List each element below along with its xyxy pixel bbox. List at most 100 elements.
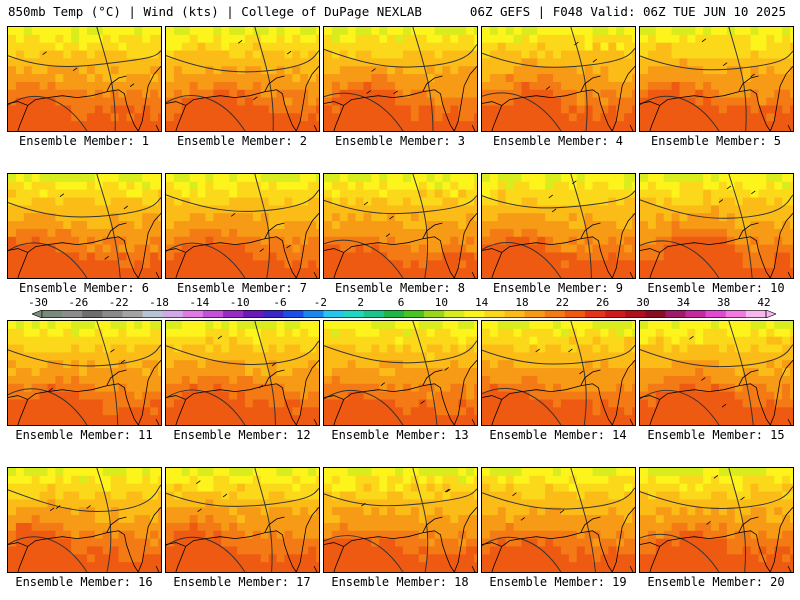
colorbar-tick-label: 42 xyxy=(757,296,771,309)
colorbar-tick-label: 26 xyxy=(596,296,610,309)
ensemble-member-label: Ensemble Member: 5 xyxy=(650,134,782,148)
ensemble-member-map xyxy=(7,467,162,573)
ensemble-member-label: Ensemble Member: 10 xyxy=(647,281,785,295)
colorbar-swatch xyxy=(243,310,264,318)
temperature-colorbar xyxy=(32,310,776,318)
colorbar-tick-label: -2 xyxy=(313,296,327,309)
colorbar-swatch xyxy=(62,310,83,318)
run-info: 06Z GEFS | F048 Valid: 06Z TUE JUN 10 20… xyxy=(469,4,786,19)
colorbar-swatch xyxy=(404,310,425,318)
ensemble-member-map xyxy=(639,173,794,279)
ensemble-member-label: Ensemble Member: 18 xyxy=(331,575,469,589)
colorbar-swatch xyxy=(122,310,143,318)
ensemble-member-map xyxy=(165,26,320,132)
ensemble-member-label: Ensemble Member: 20 xyxy=(647,575,785,589)
colorbar-swatch xyxy=(162,310,184,318)
colorbar-tick-label: -10 xyxy=(229,296,250,309)
ensemble-member-map xyxy=(165,467,320,573)
colorbar-tick-label: 18 xyxy=(515,296,529,309)
ensemble-member-map xyxy=(639,26,794,132)
ensemble-member-label: Ensemble Member: 14 xyxy=(489,428,627,442)
colorbar-swatch xyxy=(725,310,747,318)
colorbar-swatch xyxy=(42,310,63,318)
colorbar-tick-label: 2 xyxy=(357,296,364,309)
ensemble-member-label: Ensemble Member: 9 xyxy=(492,281,624,295)
ensemble-member-map xyxy=(323,467,478,573)
ensemble-member-map xyxy=(481,26,636,132)
ensemble-member-map xyxy=(323,320,478,426)
colorbar-tick-label: 22 xyxy=(555,296,569,309)
colorbar-swatch xyxy=(142,310,163,318)
ensemble-member-label: Ensemble Member: 12 xyxy=(173,428,311,442)
colorbar-swatch xyxy=(102,310,123,318)
colorbar-tick-label: 34 xyxy=(676,296,690,309)
colorbar-tick-label: 30 xyxy=(636,296,650,309)
colorbar-swatch xyxy=(504,310,525,318)
ensemble-member-label: Ensemble Member: 15 xyxy=(647,428,785,442)
colorbar-right-arrow xyxy=(765,310,776,318)
colorbar-swatch xyxy=(82,310,103,318)
colorbar-tick-label: 14 xyxy=(475,296,489,309)
colorbar-swatch xyxy=(283,310,304,318)
ensemble-member-label: Ensemble Member: 6 xyxy=(18,281,150,295)
ensemble-member-label: Ensemble Member: 16 xyxy=(15,575,153,589)
ensemble-member-label: Ensemble Member: 1 xyxy=(18,134,150,148)
colorbar-tick-label: -6 xyxy=(273,296,287,309)
ensemble-member-map xyxy=(481,467,636,573)
colorbar-swatch xyxy=(705,310,727,318)
colorbar-swatch xyxy=(745,310,767,318)
colorbar-swatch xyxy=(424,310,445,318)
ensemble-member-label: Ensemble Member: 17 xyxy=(173,575,311,589)
ensemble-member-map xyxy=(165,320,320,426)
ensemble-member-map xyxy=(639,467,794,573)
colorbar-tick-label: 38 xyxy=(717,296,731,309)
colorbar-swatch xyxy=(625,310,646,318)
colorbar-swatch xyxy=(363,310,385,318)
ensemble-member-map xyxy=(323,173,478,279)
colorbar-swatch xyxy=(182,310,204,318)
ensemble-member-map xyxy=(323,26,478,132)
colorbar-left-arrow xyxy=(32,310,43,318)
colorbar-swatch xyxy=(484,310,505,318)
ensemble-member-map xyxy=(7,320,162,426)
colorbar-tick-label: -22 xyxy=(108,296,129,309)
colorbar-tick-label: -18 xyxy=(149,296,169,309)
colorbar-swatch xyxy=(223,310,244,318)
colorbar-tick-labels: -30 -26 -22 -18 -14 -10 -6 -2 2 6 10 14 18 22 26 30 34 38… xyxy=(0,296,800,309)
colorbar-swatch xyxy=(383,310,405,318)
ensemble-member-map xyxy=(165,173,320,279)
colorbar-swatch xyxy=(343,310,365,318)
ensemble-member-map xyxy=(481,173,636,279)
colorbar-swatch xyxy=(544,310,566,318)
ensemble-member-label: Ensemble Member: 7 xyxy=(176,281,308,295)
colorbar-swatch xyxy=(524,310,546,318)
colorbar-swatch xyxy=(263,310,284,318)
colorbar-swatch xyxy=(464,310,485,318)
colorbar-swatch xyxy=(665,310,686,318)
colorbar-tick-label: -30 xyxy=(28,296,48,309)
colorbar-swatch xyxy=(585,310,606,318)
colorbar-swatch xyxy=(202,310,224,318)
ensemble-member-label: Ensemble Member: 13 xyxy=(331,428,469,442)
colorbar-swatch xyxy=(303,310,324,318)
map-title: 850mb Temp (°C) | Wind (kts) | College o… xyxy=(8,4,422,19)
colorbar-tick-label: -14 xyxy=(189,296,210,309)
ensemble-member-map xyxy=(7,173,162,279)
ensemble-member-label: Ensemble Member: 2 xyxy=(176,134,308,148)
ensemble-member-label: Ensemble Member: 11 xyxy=(15,428,153,442)
colorbar-swatch xyxy=(323,310,344,318)
ensemble-member-map xyxy=(481,320,636,426)
ensemble-member-label: Ensemble Member: 3 xyxy=(334,134,466,148)
ensemble-member-map xyxy=(639,320,794,426)
ensemble-member-label: Ensemble Member: 8 xyxy=(334,281,466,295)
colorbar-tick-label: 10 xyxy=(434,296,448,309)
ensemble-member-label: Ensemble Member: 4 xyxy=(492,134,624,148)
ensemble-member-label: Ensemble Member: 19 xyxy=(489,575,627,589)
ensemble-member-map xyxy=(7,26,162,132)
colorbar-swatch xyxy=(645,310,666,318)
colorbar-swatch xyxy=(564,310,586,318)
colorbar-tick-label: 6 xyxy=(397,296,405,309)
colorbar-swatch xyxy=(444,310,465,318)
colorbar-swatch xyxy=(605,310,626,318)
colorbar-tick-label: -26 xyxy=(68,296,89,309)
